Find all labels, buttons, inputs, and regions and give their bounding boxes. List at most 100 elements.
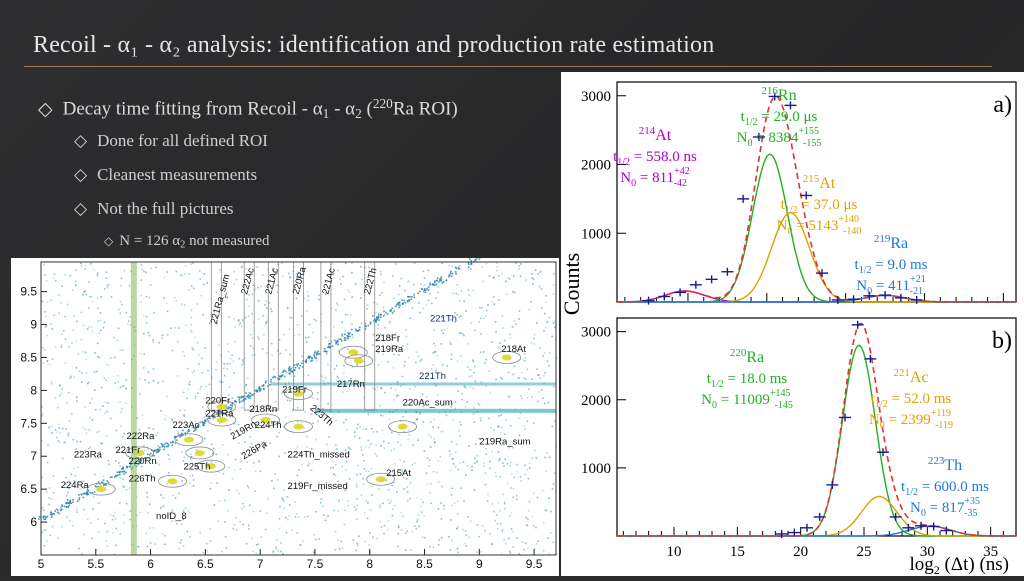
count-label: N0 = 5143+140-140 xyxy=(777,214,862,237)
half-life-value: 18.0 ms xyxy=(740,371,788,387)
count-minus: 35 xyxy=(967,508,977,519)
count-plus: 155 xyxy=(804,126,819,137)
data-point xyxy=(928,522,940,530)
isotope-mass: 215 xyxy=(803,173,820,185)
count-value: 411 xyxy=(888,278,910,294)
count-value: 811 xyxy=(652,170,674,186)
count-eq: = xyxy=(872,278,888,294)
half-life-eq: = xyxy=(918,479,934,495)
matrix-roi-label: 218Rn xyxy=(249,404,277,415)
panel-label: a) xyxy=(993,92,1012,118)
matrix-x-tick-label: 8 xyxy=(366,557,373,571)
isotope-label: 219Ra xyxy=(874,233,908,252)
bullet-sub-4: ◇N = 126 α2 not measured xyxy=(104,233,270,251)
matrix-roi-label: 221Th xyxy=(430,313,457,324)
count-plus: 42 xyxy=(680,166,690,177)
matrix-x-tick-label: 9.5 xyxy=(526,557,543,571)
matrix-roi-label: 219Fr_missed xyxy=(288,481,348,492)
title-divider xyxy=(24,66,992,67)
isotope-label: 223Th xyxy=(928,455,962,474)
data-point xyxy=(852,321,864,329)
matrix-hotspot xyxy=(348,349,358,355)
diamond-bullet-icon: ◇ xyxy=(74,131,87,151)
fit-component-223Th xyxy=(617,526,1016,536)
matrix-roi-label: 222Ra xyxy=(126,431,155,442)
isotope-mass: 214 xyxy=(639,125,656,137)
count-plus: 145 xyxy=(776,388,791,399)
count-symbol: N xyxy=(620,170,631,186)
matrix-x-tick-label: 6 xyxy=(147,557,154,571)
bullet-sub-1-text: Done for all defined ROI xyxy=(97,131,268,150)
count-label: N0 = 8384+155-155 xyxy=(737,126,822,149)
isotope-element: Ra xyxy=(890,235,908,252)
bullet-sub-3-text: Not the full pictures xyxy=(97,199,233,218)
data-point xyxy=(890,513,902,521)
half-life-value: 52.0 ms xyxy=(904,391,952,407)
matrix-hotspot xyxy=(184,437,194,443)
matrix-y-tick-label: 8.5 xyxy=(20,350,37,364)
isotope-label: 216Rn xyxy=(761,85,796,104)
matrix-roi-label: 225Th xyxy=(183,461,210,472)
matrix-x-tick-label: 9 xyxy=(476,557,483,571)
isotope-label: 221Ac xyxy=(893,367,928,386)
half-life-sub: 1/2 xyxy=(859,265,872,276)
bullet-sub-4-text-2: not measured xyxy=(185,233,269,249)
matrix-roi-label: 221Th xyxy=(419,371,446,382)
half-life-sub: 1/2 xyxy=(617,157,630,168)
bullet-sub-2: ◇Cleanest measurements xyxy=(74,165,257,185)
bullet-sub-3: ◇Not the full pictures xyxy=(74,199,234,219)
isotope-label: 220Ra xyxy=(730,347,764,366)
half-life-eq: = xyxy=(630,149,646,165)
isotope-mass: 216 xyxy=(761,85,778,97)
count-minus: 145 xyxy=(778,400,793,411)
isotope-mass: 223 xyxy=(928,455,945,467)
count-plus: 140 xyxy=(844,214,859,225)
x-axis-label-part: log xyxy=(910,554,935,575)
count-minus: 155 xyxy=(806,138,821,149)
matrix-roi-label: 221Ac xyxy=(320,267,338,296)
data-point xyxy=(721,268,733,276)
matrix-roi-label: 223Ac xyxy=(172,420,199,431)
count-eq: = xyxy=(885,412,901,428)
isotope-element: Th xyxy=(944,457,962,474)
matrix-hotspot xyxy=(354,358,364,364)
count-label: N0 = 411+21-21 xyxy=(856,274,925,297)
isotope-label: 215At xyxy=(803,173,836,192)
data-point xyxy=(690,281,702,289)
matrix-roi-label: 226Th xyxy=(129,473,156,484)
y-tick-label: 1000 xyxy=(581,226,611,242)
matrix-x-tick-label: 8.5 xyxy=(416,557,433,571)
matrix-band-vertical xyxy=(131,262,137,555)
half-life-sub: 1/2 xyxy=(745,117,758,128)
isotope-element: Ac xyxy=(910,369,929,386)
matrix-scatter xyxy=(38,258,558,556)
count-value: 11009 xyxy=(733,392,770,408)
count-plus: 35 xyxy=(970,496,980,507)
y-axis-label: Counts xyxy=(561,253,584,315)
data-point xyxy=(643,297,655,305)
count-label: N0 = 811+42-42 xyxy=(620,166,689,189)
matrix-roi-label: 219Ra_sum xyxy=(479,436,530,447)
count-eq: = xyxy=(926,500,942,516)
y-tick-label: 3000 xyxy=(581,325,611,341)
x-axis-label-part: (Δt) (ns) xyxy=(940,554,1009,575)
half-life-value: 37.0 μs xyxy=(814,197,858,213)
isotope-mass: 221 xyxy=(893,367,910,379)
isotope-element: At xyxy=(819,175,836,192)
matrix-roi-label: 226Pa xyxy=(240,439,270,463)
half-life-value: 558.0 ns xyxy=(646,149,697,165)
matrix-x-tick-label: 5.5 xyxy=(87,557,104,571)
matrix-hotspot xyxy=(195,450,205,456)
count-label: N0 = 2399+119-119 xyxy=(869,408,953,431)
bullet-main: ◇Decay time fitting from Recoil - α1 - α… xyxy=(38,96,458,122)
matrix-y-tick-label: 7 xyxy=(30,449,37,463)
matrix-roi-label: 219Ra xyxy=(375,344,404,355)
count-minus: 119 xyxy=(938,420,953,431)
